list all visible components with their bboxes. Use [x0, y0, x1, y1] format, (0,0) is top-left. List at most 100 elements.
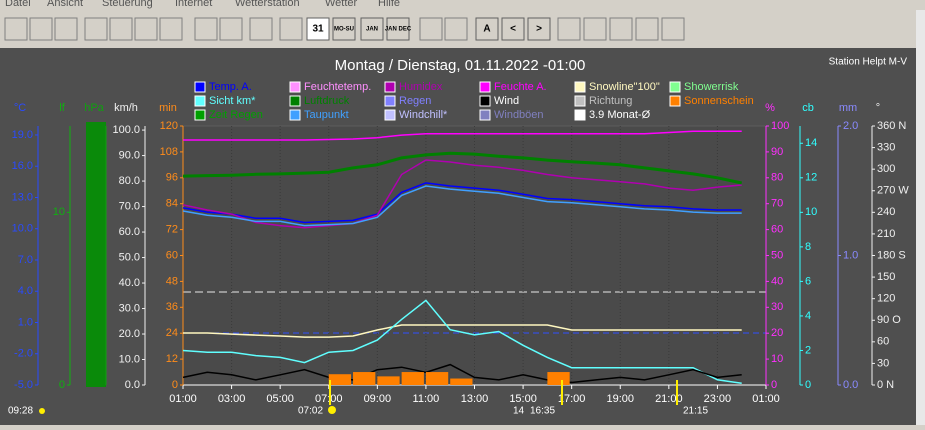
legend-label[interactable]: 3.9 Monat-Ø	[589, 109, 651, 121]
legend-swatch[interactable]	[289, 81, 301, 93]
toolbar-button[interactable]	[29, 17, 53, 41]
legend-label[interactable]: Zeit Regen	[209, 109, 263, 121]
toolbar-button[interactable]	[249, 17, 273, 41]
x-tick-label: 05:00	[266, 393, 294, 405]
toolbar-button[interactable]	[501, 17, 525, 41]
legend-swatch[interactable]	[384, 95, 396, 107]
toolbar-button[interactable]	[4, 17, 28, 41]
legend-label[interactable]: Windböen	[494, 109, 544, 121]
legend-label[interactable]: Sicht km*	[209, 95, 256, 107]
x-tick-label: 01:00	[169, 393, 197, 405]
legend-swatch[interactable]	[194, 109, 206, 121]
toolbar-button[interactable]	[635, 17, 659, 41]
legend-swatch[interactable]	[574, 95, 586, 107]
series-line	[182, 185, 742, 227]
toolbar-button[interactable]	[609, 17, 633, 41]
axis-tick-label: 20	[771, 327, 783, 339]
legend-label[interactable]: Humidex	[399, 81, 443, 93]
toolbar-button[interactable]	[109, 17, 133, 41]
legend-swatch[interactable]	[289, 109, 301, 121]
axis-tick-label: 120	[877, 293, 895, 305]
axis-tick-label: 12	[166, 353, 178, 365]
toolbar-button[interactable]	[194, 17, 218, 41]
bar	[377, 376, 400, 385]
toolbar-button[interactable]	[527, 17, 551, 41]
series-line	[182, 159, 742, 229]
axis-unit: %	[765, 102, 775, 114]
legend-label[interactable]: Taupunkt	[304, 109, 349, 121]
legend-swatch[interactable]	[479, 95, 491, 107]
toolbar-button[interactable]	[159, 17, 183, 41]
footer-label: 07:02	[298, 406, 323, 417]
axis-tick-label: 60	[771, 224, 783, 236]
menu-item[interactable]: Steuerung	[102, 0, 153, 9]
legend-swatch[interactable]	[669, 81, 681, 93]
axis-tick-label: 0 N	[877, 379, 894, 391]
toolbar-button[interactable]	[219, 17, 243, 41]
toolbar-button[interactable]	[279, 17, 303, 41]
axis-tick-label: 90 O	[877, 314, 901, 326]
scroll-edge	[916, 10, 925, 425]
x-tick-label: 15:00	[509, 393, 537, 405]
menu-item[interactable]: Wetterstation	[235, 0, 300, 9]
menu-item[interactable]: Wetter	[325, 0, 358, 9]
legend-swatch[interactable]	[669, 95, 681, 107]
toolbar-button[interactable]	[557, 17, 581, 41]
legend-swatch[interactable]	[479, 109, 491, 121]
legend-label[interactable]: Snowline"100"	[589, 81, 660, 93]
legend-label[interactable]: Showerrisk	[684, 81, 739, 93]
legend-label[interactable]: Feuchtetemp.	[304, 81, 371, 93]
legend-label[interactable]: Wind	[494, 95, 519, 107]
legend-label[interactable]: Regen	[399, 95, 431, 107]
bar	[353, 372, 376, 385]
axis-tick-label: 300	[877, 163, 895, 175]
toolbar-button[interactable]	[419, 17, 443, 41]
menu-item[interactable]: Datei	[5, 0, 31, 9]
toolbar-button[interactable]	[84, 17, 108, 41]
axis-tick-label: 240	[877, 206, 895, 218]
legend-swatch[interactable]	[384, 81, 396, 93]
legend-swatch[interactable]	[479, 81, 491, 93]
axis-tick-label: 84	[166, 198, 178, 210]
axis-tick-label: -5.0	[14, 379, 33, 391]
axis-tick-label: 40.0	[119, 277, 140, 289]
toolbar-button[interactable]	[306, 17, 330, 41]
toolbar-button[interactable]	[444, 17, 468, 41]
bar	[328, 374, 352, 385]
toolbar-button[interactable]	[386, 17, 410, 41]
legend-swatch[interactable]	[574, 109, 586, 121]
legend-swatch[interactable]	[194, 81, 206, 93]
axis-tick-label: 60	[166, 249, 178, 261]
toolbar-button[interactable]	[360, 17, 384, 41]
chart-title: Montag / Dienstag, 01.11.2022 -01:00	[335, 57, 586, 74]
toolbar-button[interactable]	[54, 17, 78, 41]
toolbar-button[interactable]	[475, 17, 499, 41]
legend-label[interactable]: Richtung	[589, 95, 632, 107]
legend-swatch[interactable]	[289, 95, 301, 107]
legend-label[interactable]: Feuchte A.	[494, 81, 547, 93]
menu-item[interactable]: Internet	[175, 0, 212, 9]
toolbar-button[interactable]	[661, 17, 685, 41]
legend-swatch[interactable]	[194, 95, 206, 107]
x-tick-label: 21:00	[655, 393, 683, 405]
legend-swatch[interactable]	[574, 81, 586, 93]
toolbar-label: <	[510, 24, 516, 35]
axis-tick-label: 7.0	[18, 254, 33, 266]
toolbar-button[interactable]	[134, 17, 158, 41]
axis-tick-label: 30	[771, 301, 783, 313]
axis-tick-label: 90.0	[119, 149, 140, 161]
x-tick-label: 07:00	[315, 393, 343, 405]
menu-item[interactable]: Hilfe	[378, 0, 400, 9]
axis-unit: hPa	[84, 102, 104, 114]
toolbar-button[interactable]	[332, 17, 356, 41]
legend-label[interactable]: Sonnenschein	[684, 95, 754, 107]
legend-label[interactable]: Temp. A.	[209, 81, 252, 93]
axis-tick-label: 0	[59, 379, 65, 391]
legend-label[interactable]: Windchill*	[399, 109, 448, 121]
legend-label[interactable]: Luftdruck	[304, 95, 350, 107]
toolbar-button[interactable]	[583, 17, 607, 41]
footer-label: 16:35	[530, 406, 555, 417]
menu-item[interactable]: Ansicht	[47, 0, 83, 9]
axis-tick-label: 13.0	[12, 191, 33, 203]
legend-swatch[interactable]	[384, 109, 396, 121]
